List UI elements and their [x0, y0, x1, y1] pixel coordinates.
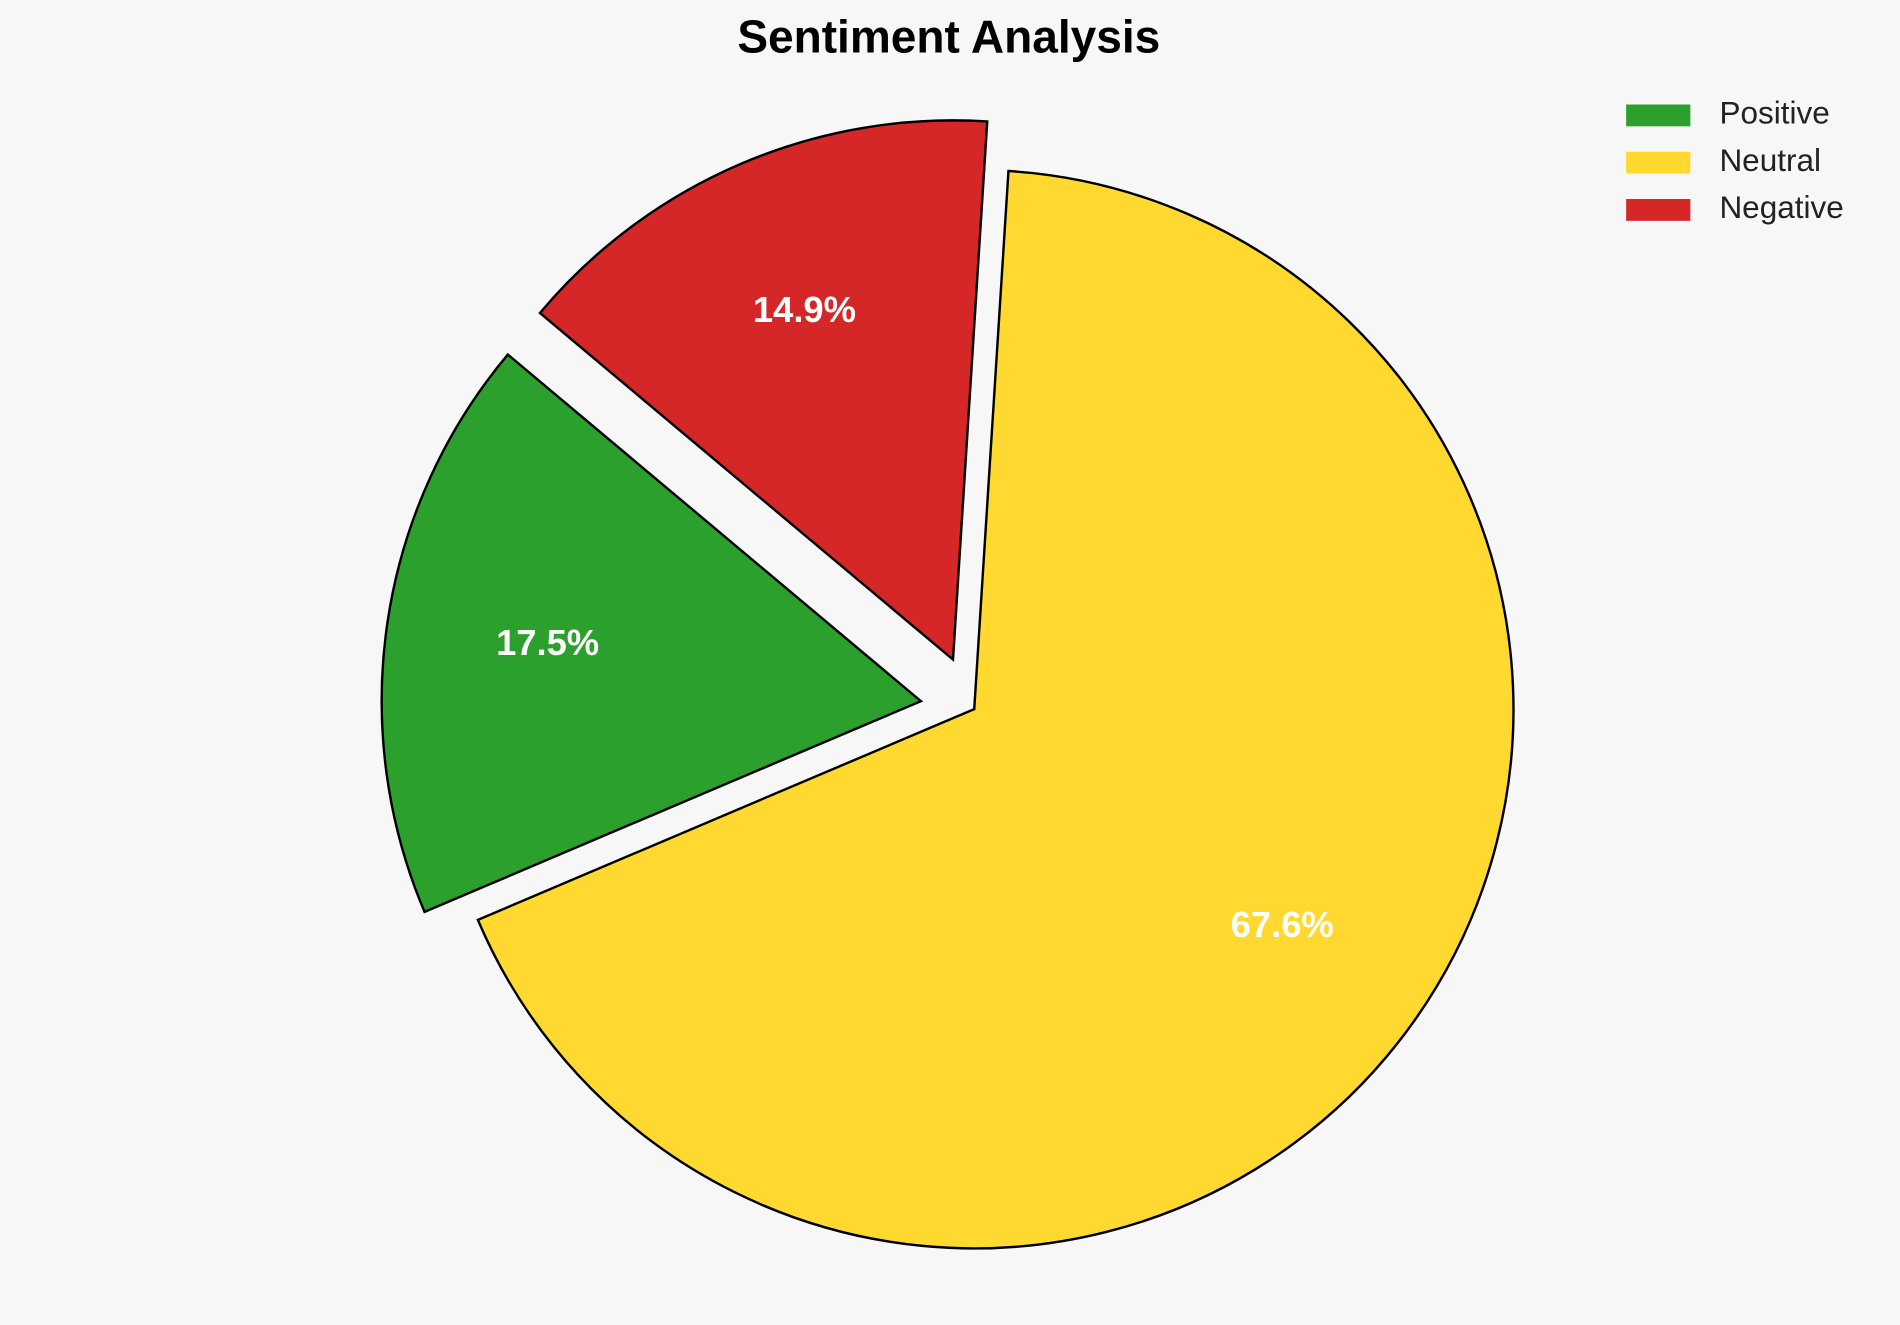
chart-title: Sentiment Analysis	[737, 10, 1160, 62]
legend-label: Negative	[1719, 189, 1843, 225]
legend-swatch	[1626, 104, 1691, 127]
slice-label: 67.6%	[1231, 904, 1334, 945]
legend-label: Neutral	[1719, 142, 1821, 178]
slice-label: 17.5%	[496, 622, 599, 663]
legend-label: Positive	[1719, 95, 1829, 131]
pie-slice	[538, 119, 989, 663]
pie-slice	[380, 352, 924, 914]
legend-swatch	[1626, 199, 1691, 221]
legend-swatch	[1626, 151, 1691, 174]
pie-slice	[476, 169, 1515, 1250]
slice-label: 14.9%	[753, 289, 856, 330]
